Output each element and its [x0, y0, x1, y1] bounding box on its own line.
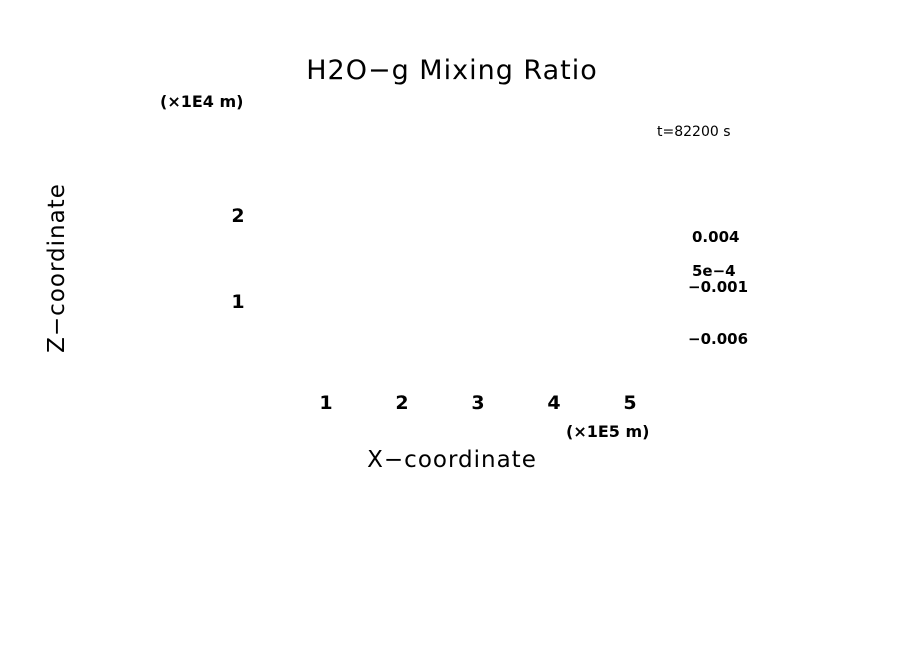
colorbar-label: −0.001: [688, 278, 749, 296]
y-tick-label: 2: [231, 205, 245, 227]
x-axis-unit: (×1E5 m): [566, 422, 650, 441]
colorbar-label: −0.006: [688, 330, 749, 348]
x-tick-label: 5: [623, 392, 637, 414]
timestamp-annotation: t=82200 s: [657, 124, 731, 140]
y-axis-unit: (×1E4 m): [160, 92, 244, 111]
y-tick-label: 1: [231, 291, 245, 313]
x-axis-title: X−coordinate: [367, 447, 537, 473]
colorbar-label: 5e−4: [692, 262, 736, 280]
colorbar-label: 0.004: [692, 228, 740, 246]
chart-title: H2O−g Mixing Ratio: [306, 55, 598, 86]
x-tick-label: 2: [395, 392, 409, 414]
x-tick-label: 3: [471, 392, 485, 414]
x-tick-label: 4: [547, 392, 561, 414]
x-tick-label: 1: [319, 392, 333, 414]
